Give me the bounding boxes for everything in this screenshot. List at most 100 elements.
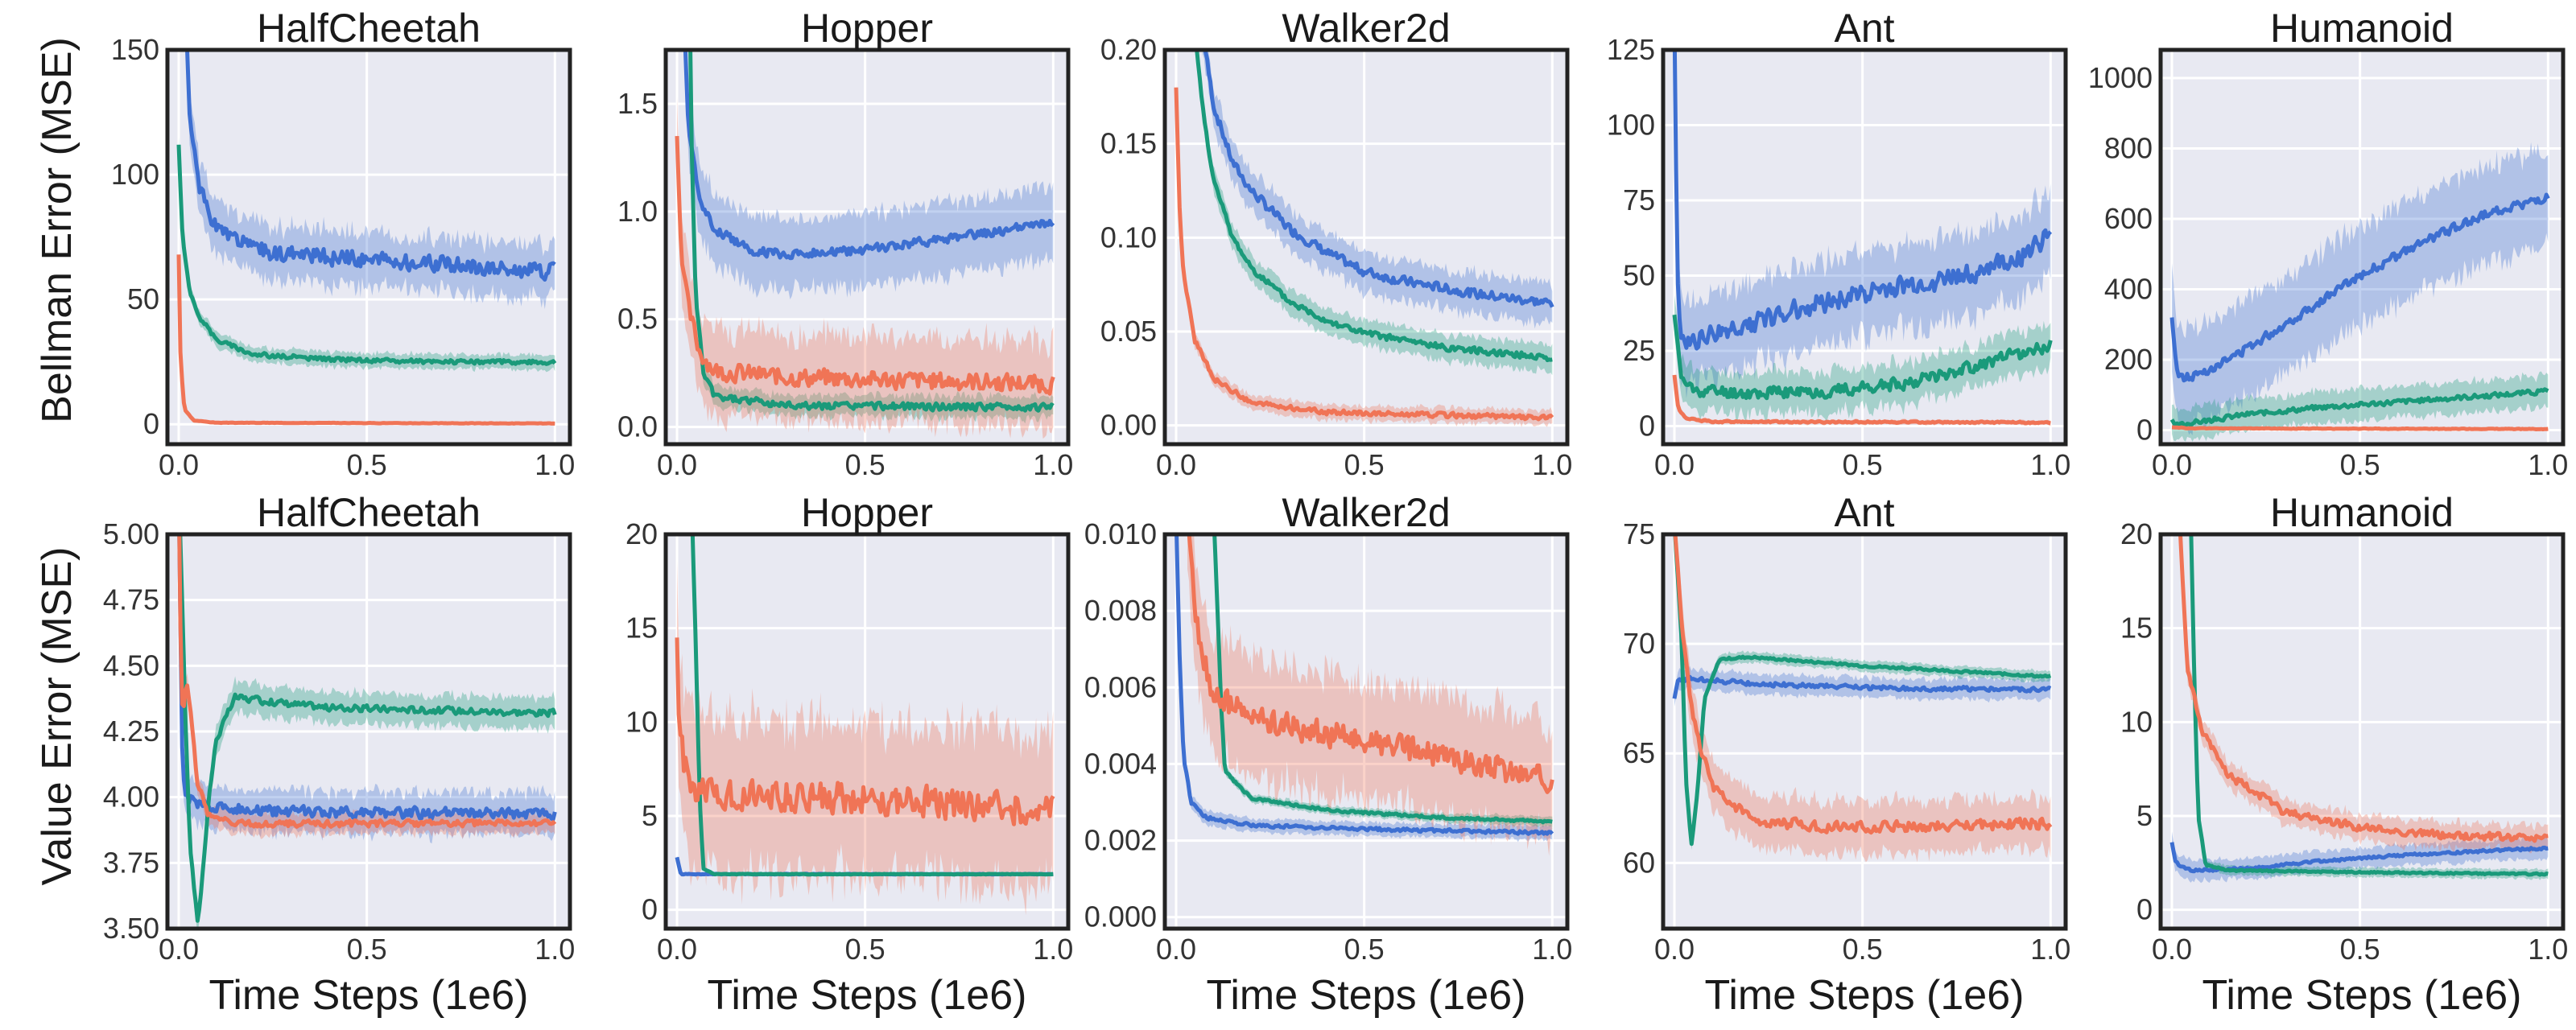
chart-title: Hopper	[801, 490, 933, 535]
plot-area	[2161, 534, 2563, 929]
y-tick-label: 60	[1623, 846, 1655, 879]
x-tick-label: 0.0	[657, 933, 697, 966]
series-line-blue	[2169, 842, 2549, 874]
x-tick-label: 0.0	[159, 933, 199, 966]
series-group	[1672, 534, 2053, 863]
series-line-blue	[185, 50, 556, 282]
series-line-blue	[177, 534, 557, 822]
y-tick-label: 1.0	[617, 195, 658, 228]
x-tick-label: 0.5	[845, 933, 886, 966]
series-line-green	[1195, 50, 1553, 363]
series-line-green	[1212, 534, 1553, 825]
series-line-orange	[1174, 87, 1554, 422]
confidence-band-blue	[186, 50, 555, 310]
x-tick-label: 0.5	[347, 933, 387, 966]
y-tick-label: 0.20	[1100, 33, 1157, 66]
series-line-green	[690, 534, 1054, 877]
y-tick-label: 125	[1607, 33, 1655, 66]
plot-frame	[165, 532, 572, 931]
chart-panel-0-2: 0.0 0.5 1.0 0.00 0.05 0.10 0.15 0.20 Walker2d	[1100, 6, 1572, 481]
x-tick-label: 0.0	[2152, 933, 2192, 966]
y-tick-label: 0	[1639, 410, 1655, 443]
y-tick-label: 100	[111, 158, 159, 191]
y-tick-label: 400	[2104, 273, 2153, 306]
plot-area	[1663, 534, 2066, 929]
series-line-orange	[1672, 374, 2051, 426]
series-line-orange	[2171, 425, 2549, 431]
y-tick-label: 25	[1623, 334, 1655, 367]
series-line-blue	[1672, 50, 2053, 351]
y-tick-label: 0	[143, 407, 159, 440]
plot-frame	[663, 532, 1071, 931]
plot-frame	[1162, 47, 1570, 447]
y-tick-label: 4.50	[103, 649, 159, 682]
x-tick-label: 0.5	[1843, 448, 1883, 481]
chart-panel-0-4: 0.0 0.5 1.0 0 200 400 600 800 1000 Humanoid	[2088, 6, 2568, 481]
y-tick-label: 0.008	[1084, 594, 1157, 627]
y-tick-label: 65	[1623, 736, 1655, 769]
x-tick-label: 0.5	[2340, 448, 2380, 481]
confidence-band-orange	[677, 561, 1054, 916]
confidence-band-orange	[1187, 534, 1553, 856]
series-line-green	[1672, 314, 2053, 401]
y-tick-label: 100	[1607, 109, 1655, 142]
series-line-blue	[1174, 534, 1554, 836]
series-line-green	[688, 50, 1055, 413]
series-group	[675, 534, 1055, 916]
series-line-blue	[1203, 50, 1554, 308]
y-tick-label: 4.25	[103, 715, 159, 748]
y-tick-label: 70	[1623, 627, 1655, 660]
x-tick-label: 1.0	[2030, 448, 2070, 481]
plot-area	[1165, 534, 1567, 929]
plot-area	[1663, 50, 2066, 444]
y-tick-label: 0.002	[1084, 824, 1157, 857]
series-line-orange	[1187, 534, 1554, 794]
y-tick-label: 15	[625, 612, 658, 645]
row-label-bellman: Bellman Error (MSE)	[34, 37, 80, 423]
series-line-orange	[675, 637, 1055, 826]
y-tick-label: 50	[127, 282, 159, 315]
series-line-orange	[2178, 534, 2549, 843]
chart-title: HalfCheetah	[257, 6, 481, 51]
x-tick-label: 1.0	[535, 448, 575, 481]
y-tick-label: 0.05	[1100, 315, 1157, 348]
x-tick-label: 0.5	[347, 448, 387, 481]
y-tick-label: 0	[2136, 893, 2153, 926]
y-tick-label: 0	[2136, 414, 2153, 447]
plot-frame	[1661, 532, 2068, 931]
series-group	[1174, 50, 1554, 427]
chart-title: Ant	[1834, 490, 1894, 535]
chart-title: Walker2d	[1282, 490, 1450, 535]
y-tick-label: 800	[2104, 132, 2153, 165]
plot-area	[1165, 50, 1567, 444]
chart-title: Walker2d	[1282, 6, 1450, 51]
x-tick-label: 0.0	[159, 448, 199, 481]
plot-area	[167, 50, 570, 444]
y-tick-label: 600	[2104, 202, 2153, 235]
chart-panel-1-3: 0.0 0.5 1.0 60 65 70 75 Ant Time Steps (1e6)	[1623, 490, 2070, 1019]
chart-title: Humanoid	[2270, 490, 2454, 535]
chart-title: Hopper	[801, 6, 933, 51]
confidence-band-blue	[2172, 142, 2549, 436]
y-tick-label: 10	[625, 705, 658, 738]
x-tick-label: 1.0	[2528, 448, 2568, 481]
chart-panel-1-4: 0.0 0.5 1.0 0 5 10 15 20 Humanoid Time Steps (1e6…	[2120, 490, 2568, 1019]
chart-panel-1-0: 0.0 0.5 1.0 3.50 3.75 4.00 4.25 4.50 4.75 5.00 Hal…	[103, 490, 575, 1019]
series-group	[2169, 534, 2549, 884]
row-label-value: Value Error (MSE)	[34, 547, 80, 886]
y-tick-label: 5	[642, 799, 658, 832]
series-line-green	[2169, 387, 2549, 428]
plot-frame	[2158, 47, 2566, 447]
x-tick-label: 0.5	[1843, 933, 1883, 966]
x-tick-label: 1.0	[1033, 933, 1073, 966]
series-group	[2169, 142, 2550, 442]
plot-area	[2161, 50, 2563, 444]
y-tick-label: 4.75	[103, 583, 159, 616]
plot-frame	[2158, 532, 2566, 931]
x-tick-label: 0.0	[1156, 448, 1196, 481]
y-tick-label: 15	[2120, 612, 2153, 645]
x-tick-label: 0.0	[1654, 933, 1695, 966]
y-tick-label: 1.5	[617, 87, 658, 120]
x-axis-label: Time Steps (1e6)	[209, 972, 529, 1019]
